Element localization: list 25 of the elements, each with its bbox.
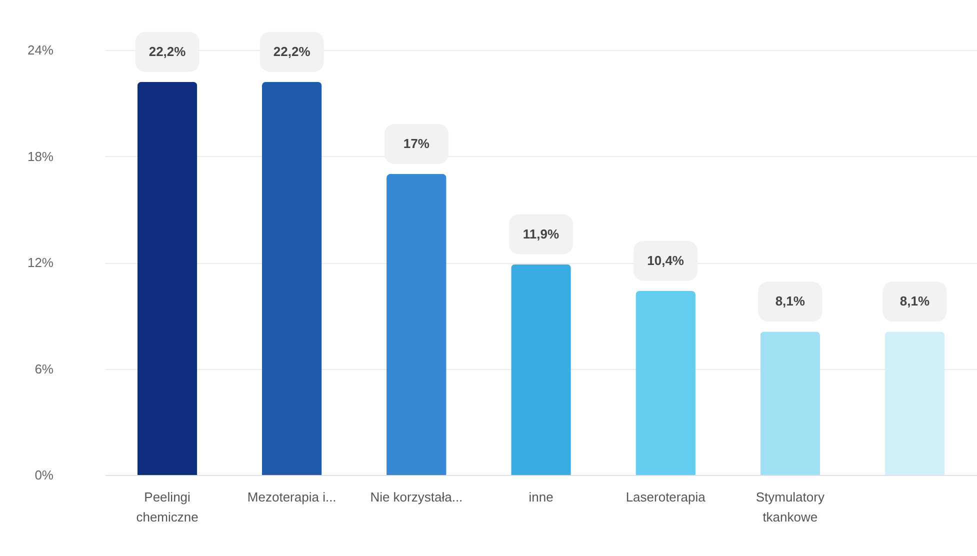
bar [636, 290, 696, 475]
data-label: 22,2% [273, 44, 311, 59]
data-label: 10,4% [647, 252, 684, 268]
bar [262, 82, 322, 475]
y-tick-label: 12% [27, 255, 54, 270]
data-label: 17% [403, 136, 430, 151]
x-tick-label: Peelingi chemiczne [136, 490, 198, 524]
x-tick-label: Stymulatory tkankowe [756, 490, 825, 524]
bar [884, 332, 945, 475]
y-tick-label: 18% [27, 148, 54, 164]
bar [386, 174, 446, 475]
x-tick-label: inne [528, 490, 554, 504]
data-label: 8,1% [900, 294, 930, 309]
x-tick-label: Laseroterapia [626, 490, 706, 504]
y-tick-label: 6% [34, 361, 54, 376]
data-label: 22,2% [148, 44, 186, 59]
bar [137, 82, 198, 475]
y-tick-label: 0% [34, 468, 54, 482]
bar [760, 332, 820, 475]
bar [511, 264, 571, 475]
data-label: 11,9% [522, 226, 560, 242]
x-tick-label: Mezoterapia i... [247, 490, 336, 504]
x-tick-label: Nie korzystała... [370, 490, 463, 504]
y-tick-label: 24% [27, 42, 54, 58]
data-label: 8,1% [775, 294, 806, 309]
